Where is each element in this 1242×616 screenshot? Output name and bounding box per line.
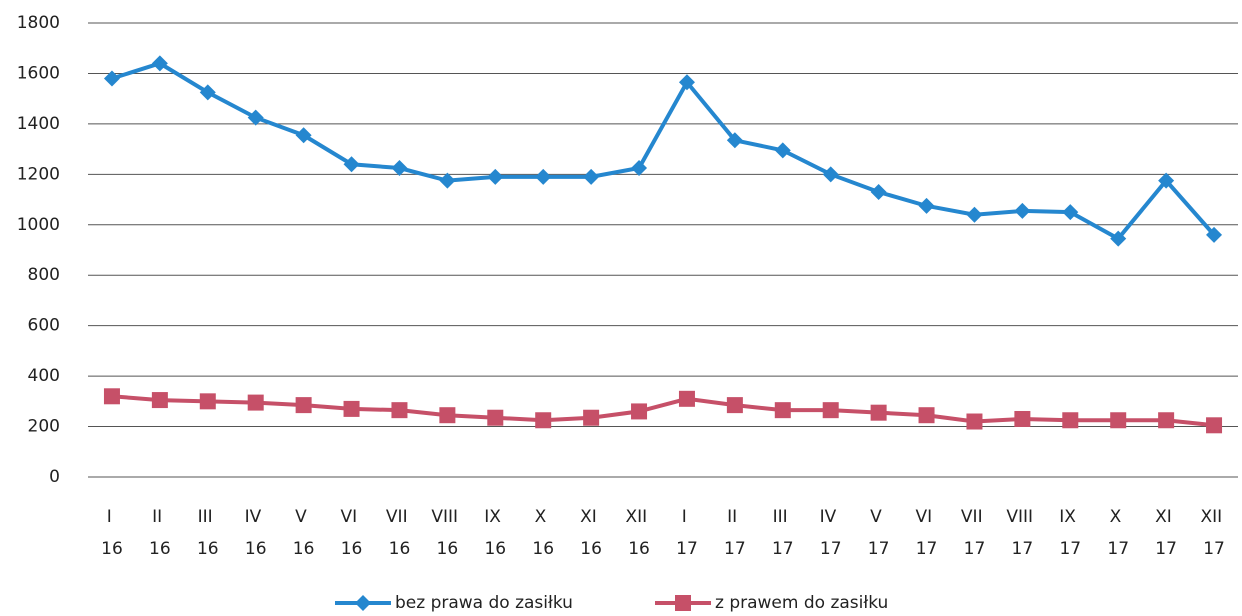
marker [295, 127, 312, 144]
marker [918, 197, 935, 214]
x-tick-label: XI 16 [580, 507, 602, 559]
marker [726, 132, 743, 149]
marker [774, 402, 791, 419]
marker [1206, 226, 1223, 243]
x-tick-label: VII 17 [961, 507, 988, 559]
x-tick-label: V 16 [293, 507, 315, 559]
y-tick-label: 400 [28, 366, 60, 386]
marker [343, 156, 360, 173]
marker [1110, 230, 1127, 247]
marker [1062, 204, 1079, 221]
marker [391, 402, 408, 419]
marker [535, 168, 552, 185]
y-tick-label: 1400 [17, 114, 60, 134]
marker [487, 168, 504, 185]
marker [247, 394, 264, 411]
x-tick-label: VII 16 [386, 507, 413, 559]
x-tick-label: XII 16 [626, 507, 653, 559]
x-tick-label: IX 16 [484, 507, 506, 559]
marker [631, 160, 648, 177]
marker [774, 142, 791, 159]
y-tick-label: 0 [49, 467, 60, 487]
x-tick-label: X 17 [1107, 507, 1129, 559]
x-tick-label: X 16 [532, 507, 554, 559]
marker [966, 413, 983, 430]
marker [151, 55, 168, 72]
marker [295, 397, 312, 414]
marker [726, 397, 743, 414]
marker [678, 74, 695, 91]
x-tick-label: VIII 16 [431, 507, 463, 559]
marker [870, 404, 887, 421]
x-tick-label: XI 17 [1155, 507, 1177, 559]
x-tick-label: I 16 [101, 507, 123, 559]
marker [918, 407, 935, 424]
marker [822, 402, 839, 419]
legend-marker [355, 595, 371, 611]
marker [583, 168, 600, 185]
marker [247, 109, 264, 126]
x-tick-label: I 17 [676, 507, 698, 559]
x-tick-label: IX 17 [1059, 507, 1081, 559]
series-line [111, 394, 1215, 428]
legend-marker [675, 595, 691, 611]
x-tick-label: VI 16 [341, 507, 363, 559]
y-tick-label: 800 [28, 265, 60, 285]
marker [343, 400, 360, 417]
x-tick-label: V 17 [868, 507, 890, 559]
marker [1158, 412, 1175, 429]
x-tick-label: XII 17 [1201, 507, 1228, 559]
y-tick-label: 200 [28, 417, 60, 437]
marker [1014, 410, 1031, 427]
marker [487, 409, 504, 426]
marker [199, 393, 216, 410]
x-tick-label: II 16 [149, 507, 171, 559]
marker [535, 412, 552, 429]
series-line [111, 61, 1216, 242]
legend-label: z prawem do zasiłku [715, 593, 888, 613]
legend-label: bez prawa do zasiłku [395, 593, 573, 613]
marker [439, 407, 456, 424]
x-tick-label: III 16 [197, 507, 219, 559]
marker [103, 70, 120, 87]
marker [151, 392, 168, 409]
marker [1014, 202, 1031, 219]
x-tick-label: VIII 17 [1006, 507, 1038, 559]
x-tick-label: IV 16 [245, 507, 267, 559]
marker [1158, 172, 1175, 189]
marker [391, 160, 408, 177]
marker [966, 206, 983, 223]
y-tick-label: 600 [28, 316, 60, 336]
marker [631, 403, 648, 420]
marker [199, 84, 216, 101]
marker [1206, 417, 1223, 434]
marker [1110, 412, 1127, 429]
x-tick-label: IV 17 [820, 507, 842, 559]
marker [678, 390, 695, 407]
marker [1062, 412, 1079, 429]
y-tick-label: 1800 [17, 13, 60, 33]
y-tick-label: 1000 [17, 215, 60, 235]
marker [439, 172, 456, 189]
x-tick-label: II 17 [724, 507, 746, 559]
marker [822, 166, 839, 183]
y-tick-label: 1200 [17, 164, 60, 184]
marker [870, 183, 887, 200]
x-tick-label: III 17 [772, 507, 794, 559]
marker [103, 388, 120, 405]
marker [583, 409, 600, 426]
y-tick-label: 1600 [17, 63, 60, 83]
x-tick-label: VI 17 [916, 507, 938, 559]
